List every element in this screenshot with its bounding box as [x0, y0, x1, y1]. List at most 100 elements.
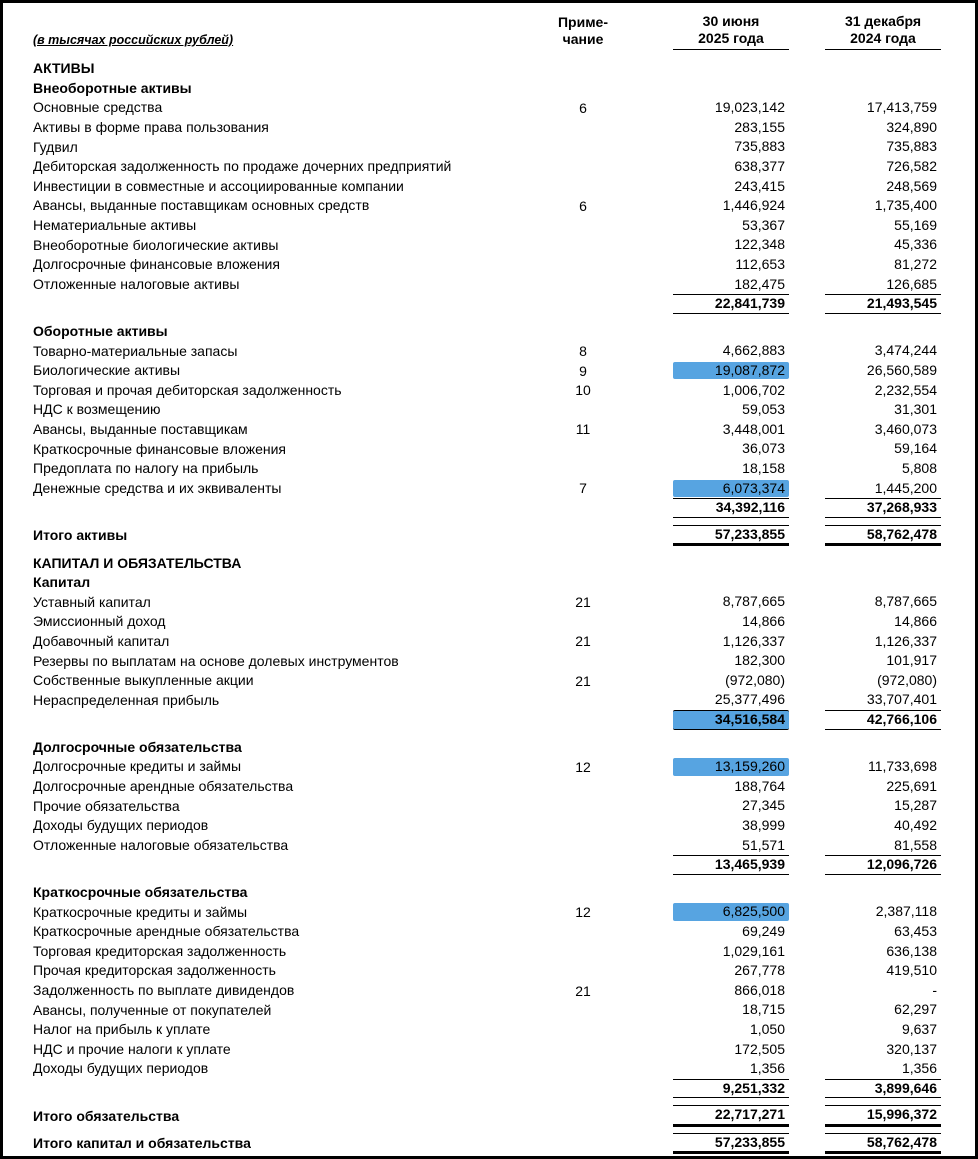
item-row: Нематериальные активы 53,367 55,169 — [33, 216, 941, 236]
value-2024-cell: 26,560,589 — [789, 362, 941, 380]
value-2025: 18,158 — [742, 459, 785, 476]
row-label: Резервы по выплатам на основе долевых ин… — [33, 653, 399, 669]
section-row: АКТИВЫ — [33, 59, 941, 79]
value-2024-cell: 9,637 — [789, 1021, 941, 1039]
value-2024: 40,492 — [894, 817, 937, 834]
column-header-2024: 31 декабря 2024 года — [789, 13, 941, 50]
value-2024-cell: 63,453 — [789, 923, 941, 941]
value-2025-cell: 1,029,161 — [613, 943, 789, 961]
value-2024: 419,510 — [886, 962, 937, 979]
value-2024-cell: 14,866 — [789, 613, 941, 631]
value-2024: 42,766,106 — [825, 710, 941, 730]
value-2025-cell: 112,653 — [613, 256, 789, 274]
value-2025: 57,233,855 — [673, 1132, 789, 1155]
note-cell: 12 — [575, 904, 591, 921]
value-2025-cell: 6,825,500 — [613, 903, 789, 921]
value-2025: 1,029,161 — [722, 942, 785, 959]
note-cell: 6 — [579, 99, 587, 116]
col1-header-line2: 2025 года — [698, 30, 764, 46]
value-2025: 267,778 — [734, 962, 785, 979]
row-label: Нематериальные активы — [33, 218, 197, 234]
value-2024-cell: 81,558 — [789, 837, 941, 855]
value-2024-cell: 59,164 — [789, 440, 941, 458]
value-2024: 81,272 — [894, 255, 937, 272]
value-2025: 19,023,142 — [714, 99, 785, 116]
value-2025-cell: 267,778 — [613, 962, 789, 980]
value-2025-cell: 13,159,260 — [613, 758, 789, 776]
value-2025-cell: 57,233,855 — [613, 524, 789, 547]
subsection-row: Оборотные активы — [33, 322, 941, 342]
subtotal-row: 22,841,739 21,493,545 — [33, 294, 941, 314]
value-2024: 248,569 — [886, 177, 937, 194]
note-header-line1: Приме- — [557, 14, 609, 30]
item-row: Основные средства 6 19,023,142 17,413,759 — [33, 98, 941, 118]
row-label: Предоплата по налогу на прибыль — [33, 461, 259, 477]
value-2025: 22,841,739 — [673, 294, 789, 314]
item-row: Отложенные налоговые обязательства 51,571… — [33, 836, 941, 856]
value-2025-cell: 25,377,496 — [613, 691, 789, 709]
item-row: Биологические активы 9 19,087,872 26,560,58… — [33, 361, 941, 381]
value-2024: (972,080) — [877, 671, 937, 688]
value-2025: 172,505 — [734, 1040, 785, 1057]
item-row: Задолженность по выплате дивидендов 21 866… — [33, 981, 941, 1001]
item-row: Активы в форме права пользования 283,155 3… — [33, 118, 941, 138]
item-row: Долгосрочные кредиты и займы 12 13,159,260… — [33, 757, 941, 777]
value-2025-cell: 638,377 — [613, 158, 789, 176]
value-2024-cell: 735,883 — [789, 138, 941, 156]
value-2024: 12,096,726 — [825, 855, 941, 875]
item-row: Торговая и прочая дебиторская задолженно… — [33, 381, 941, 401]
row-label: Торговая и прочая дебиторская задолженно… — [33, 382, 342, 398]
value-2025-cell: 57,233,855 — [613, 1132, 789, 1155]
value-2025: 182,475 — [734, 275, 785, 292]
value-2025: 53,367 — [742, 216, 785, 233]
row-spacer — [33, 314, 941, 322]
value-2025-cell: 34,516,584 — [613, 710, 789, 730]
item-row: Гудвил 735,883 735,883 — [33, 137, 941, 157]
balance-sheet-table: АКТИВЫ Внеоборотные активы Основные средст… — [33, 59, 941, 1155]
row-label: Оборотные активы — [33, 324, 168, 340]
value-2025-cell: 53,367 — [613, 217, 789, 235]
item-row: Краткосрочные финансовые вложения 36,073 5… — [33, 439, 941, 459]
value-2024: 101,917 — [886, 652, 937, 669]
value-2024-cell: 62,297 — [789, 1001, 941, 1019]
item-row: Налог на прибыль к уплате 1,050 9,637 — [33, 1020, 941, 1040]
row-spacer — [33, 545, 941, 553]
value-2024-cell: 320,137 — [789, 1041, 941, 1059]
value-2024-cell: 726,582 — [789, 158, 941, 176]
total-row: Итого активы 57,233,855 58,762,478 — [33, 524, 941, 547]
row-label: Основные средства — [33, 100, 163, 116]
item-row: Прочие обязательства 27,345 15,287 — [33, 796, 941, 816]
item-row: Денежные средства и их эквиваленты 7 6,073… — [33, 478, 941, 498]
col2-header-line2: 2024 года — [850, 30, 916, 46]
value-2025-cell: 14,866 — [613, 613, 789, 631]
value-2024: 11,733,698 — [867, 758, 937, 775]
item-row: Долгосрочные финансовые вложения 112,653 8… — [33, 255, 941, 275]
value-2024: 2,232,554 — [874, 381, 937, 398]
value-2024-cell: 5,808 — [789, 460, 941, 478]
row-label: Задолженность по выплате дивидендов — [33, 983, 295, 999]
value-2024: 55,169 — [894, 216, 937, 233]
subsection-row: Долгосрочные обязательства — [33, 738, 941, 758]
row-label: Авансы, выданные поставщикам — [33, 421, 248, 437]
value-2025: 34,516,584 — [673, 710, 789, 730]
value-2025: 13,465,939 — [673, 855, 789, 875]
value-2024-cell: 419,510 — [789, 962, 941, 980]
item-row: Доходы будущих периодов 1,356 1,356 — [33, 1059, 941, 1079]
row-label: КАПИТАЛ И ОБЯЗАТЕЛЬСТВА — [33, 555, 242, 571]
row-label: Активы в форме права пользования — [33, 120, 269, 136]
value-2024-cell: 33,707,401 — [789, 691, 941, 709]
value-2024-cell: 248,569 — [789, 178, 941, 196]
subsection-row: Краткосрочные обязательства — [33, 883, 941, 903]
row-label: Добавочный капитал — [33, 633, 170, 649]
value-2025-cell: 69,249 — [613, 923, 789, 941]
row-label: Долгосрочные кредиты и займы — [33, 759, 242, 775]
row-label: Авансы, выданные поставщикам основных ср… — [33, 198, 370, 214]
value-2025: 18,715 — [742, 1001, 785, 1018]
subsection-row: Внеоборотные активы — [33, 79, 941, 99]
row-label: Внеоборотные активы — [33, 80, 192, 96]
row-label: Дебиторская задолженность по продаже доч… — [33, 159, 452, 175]
note-cell: 21 — [575, 982, 591, 999]
value-2024: 324,890 — [886, 118, 937, 135]
value-2025-cell: 122,348 — [613, 236, 789, 254]
